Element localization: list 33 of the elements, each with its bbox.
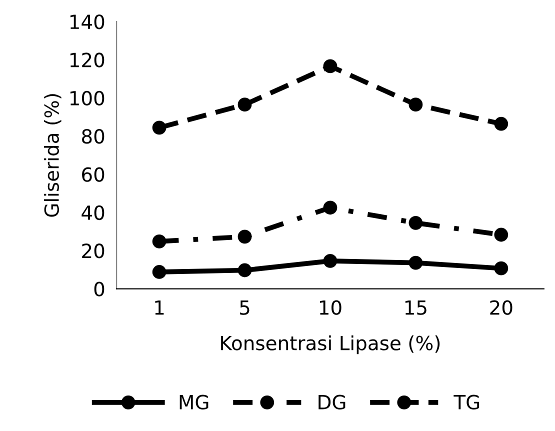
- point: [408, 256, 423, 270]
- y-tick-label: 140: [70, 14, 104, 30]
- point: [408, 216, 423, 230]
- point: [238, 263, 252, 278]
- y-tick-label: 100: [70, 90, 104, 106]
- point: [152, 234, 166, 248]
- x-tick-label: 10: [320, 300, 342, 315]
- legend-label: TG: [454, 394, 480, 410]
- y-tick-label: 0: [94, 282, 104, 296]
- y-tick-label: 40: [82, 205, 104, 220]
- y-tick-label: 20: [82, 244, 104, 258]
- y-tick-label: 60: [82, 167, 104, 182]
- point: [323, 254, 338, 268]
- x-axis-title: Konsentrasi Lipase (%): [221, 335, 440, 354]
- point: [408, 98, 423, 112]
- point: [494, 228, 508, 242]
- y-axis-title: Gliserida (%): [44, 94, 62, 217]
- y-tick-label: 80: [82, 129, 104, 144]
- point: [323, 200, 338, 215]
- x-tick-label: 5: [240, 300, 250, 315]
- point: [494, 261, 508, 276]
- point: [238, 98, 252, 112]
- point: [152, 265, 166, 279]
- x-tick-label: 1: [155, 300, 164, 315]
- point: [323, 59, 338, 74]
- x-tick-label: 20: [490, 300, 512, 315]
- legend-label: DG: [318, 394, 346, 410]
- point: [238, 230, 252, 244]
- legend-label: MG: [180, 394, 208, 410]
- point: [494, 116, 508, 131]
- point: [152, 120, 166, 135]
- y-tick-label: 120: [70, 52, 104, 68]
- x-tick-label: 15: [405, 300, 426, 315]
